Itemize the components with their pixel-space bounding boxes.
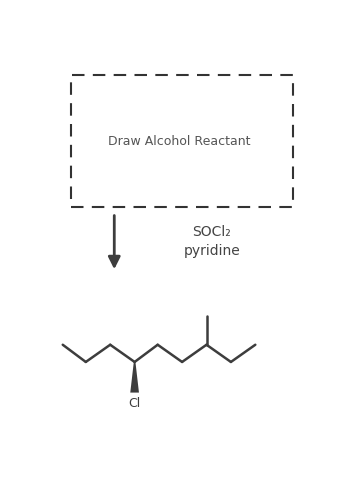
Text: Draw Alcohol Reactant: Draw Alcohol Reactant <box>108 135 251 149</box>
Text: SOCl₂: SOCl₂ <box>193 225 231 239</box>
Text: pyridine: pyridine <box>183 244 240 258</box>
Polygon shape <box>130 362 139 393</box>
Text: Cl: Cl <box>128 397 141 410</box>
